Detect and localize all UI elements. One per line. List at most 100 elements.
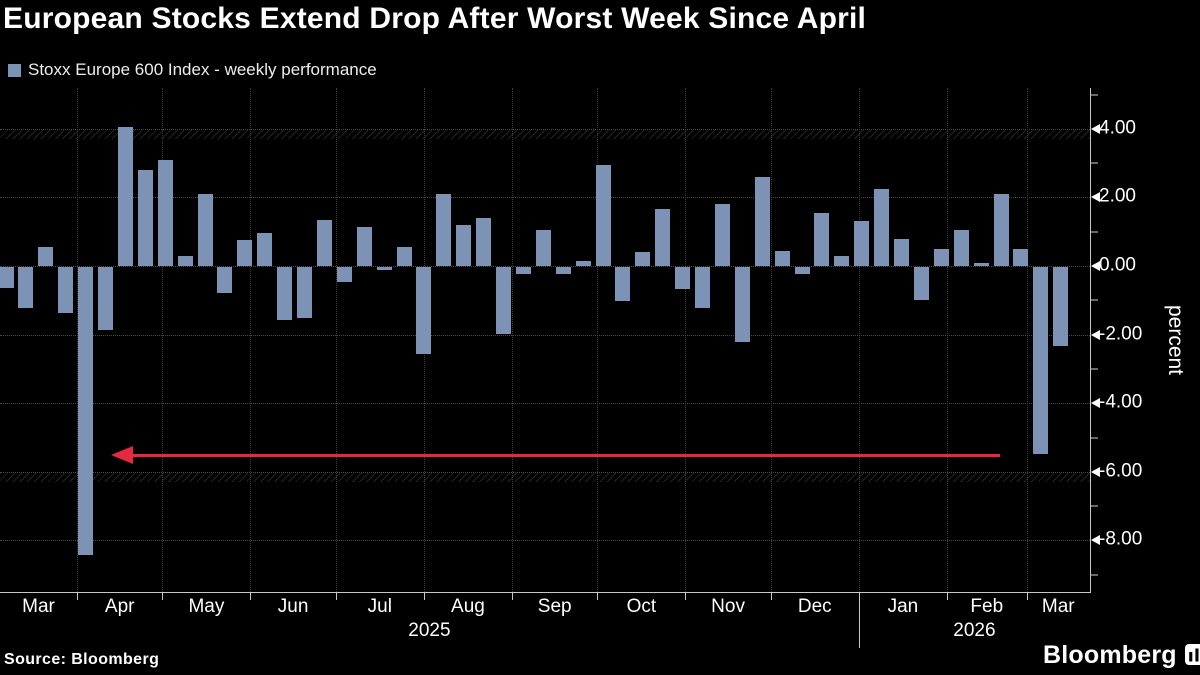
- weekly-performance-bar: [933, 248, 949, 266]
- x-axis-month-tick: [946, 593, 948, 600]
- weekly-performance-bar: [416, 267, 432, 355]
- x-axis-month-tick: [250, 593, 252, 600]
- v-gridline: [1026, 88, 1028, 592]
- weekly-performance-bar: [58, 267, 74, 314]
- weekly-performance-bar: [396, 247, 412, 266]
- h-gridline: [0, 471, 1090, 473]
- weekly-performance-bar: [356, 226, 372, 266]
- x-axis-month-tick: [77, 593, 79, 600]
- legend-label: Stoxx Europe 600 Index - weekly performa…: [28, 60, 377, 79]
- weekly-performance-bar: [496, 267, 511, 334]
- y-axis-major-tick-icon: [1091, 329, 1100, 340]
- weekly-performance-bar: [1013, 248, 1029, 266]
- weekly-performance-bar: [336, 267, 352, 283]
- weekly-performance-bar: [18, 267, 34, 309]
- bloomberg-brand: Bloomberg: [1043, 641, 1200, 670]
- x-axis-line: [0, 592, 1091, 593]
- x-axis-month-label: Jan: [887, 596, 919, 617]
- weekly-performance-bar: [38, 247, 54, 266]
- x-axis-month-tick: [335, 593, 337, 600]
- x-axis-year-label: 2026: [953, 620, 996, 641]
- x-axis-month-label: Jun: [277, 596, 309, 617]
- weekly-performance-bar: [695, 267, 710, 309]
- weekly-performance-bar: [754, 176, 770, 266]
- weekly-performance-bar: [117, 127, 133, 266]
- y-axis-minor-tick: [1091, 574, 1098, 576]
- weekly-performance-bar: [515, 267, 531, 274]
- weekly-performance-bar: [237, 240, 253, 266]
- y-axis-major-tick-icon: [1091, 466, 1100, 477]
- y-axis-tick-label: -6.00: [1099, 460, 1143, 482]
- y-axis-minor-tick: [1091, 505, 1098, 507]
- weekly-performance-bar: [555, 267, 571, 274]
- weekly-performance-bar: [655, 209, 671, 266]
- y-axis-line: [1090, 88, 1091, 593]
- weekly-performance-bar: [1053, 267, 1069, 346]
- hatch-band: [0, 472, 1090, 482]
- weekly-performance-bar: [177, 255, 193, 266]
- x-axis-month-label: Sep: [537, 596, 572, 617]
- weekly-performance-bar: [0, 267, 14, 288]
- weekly-performance-bar: [137, 169, 153, 266]
- x-axis-month-tick: [1026, 593, 1028, 600]
- x-axis-month-label: Aug: [451, 596, 485, 617]
- y-axis-minor-tick: [1091, 368, 1098, 370]
- y-axis-tick-label: 2.00: [1099, 185, 1136, 207]
- x-axis-month-label: Oct: [626, 596, 657, 617]
- weekly-performance-bar: [993, 193, 1009, 266]
- weekly-performance-bar: [197, 193, 213, 266]
- weekly-performance-bar: [894, 238, 909, 266]
- bloomberg-wordmark: Bloomberg: [1043, 641, 1177, 669]
- x-axis-month-label: Dec: [797, 596, 832, 617]
- weekly-performance-bar: [98, 267, 113, 331]
- y-axis-major-tick-icon: [1091, 261, 1100, 271]
- weekly-performance-bar: [217, 267, 233, 293]
- weekly-performance-bar: [157, 159, 173, 266]
- y-axis-major-tick-icon: [1091, 398, 1100, 409]
- h-gridline: [0, 197, 1090, 199]
- y-axis-minor-tick: [1091, 162, 1098, 164]
- x-axis-month-tick: [685, 593, 687, 600]
- weekly-performance-bar: [456, 224, 472, 266]
- bloomberg-terminal-icon: [1184, 643, 1200, 665]
- weekly-performance-bar: [476, 217, 492, 266]
- page-title: European Stocks Extend Drop After Worst …: [3, 2, 867, 35]
- h-gridline: [0, 334, 1090, 336]
- weekly-performance-bar: [834, 255, 850, 266]
- weekly-performance-bar: [714, 204, 730, 266]
- x-axis-month-tick: [597, 593, 599, 600]
- weekly-performance-bar: [874, 188, 890, 266]
- weekly-performance-bar: [675, 267, 691, 290]
- weekly-performance-bar: [78, 267, 94, 556]
- v-gridline: [685, 88, 687, 592]
- source-credit: Source: Bloomberg: [4, 651, 160, 668]
- x-axis-month-label: Nov: [711, 596, 745, 617]
- y-axis-minor-tick: [1091, 437, 1098, 438]
- weekly-performance-bar: [575, 260, 591, 266]
- x-axis-month-label: Mar: [22, 596, 55, 617]
- x-axis-month-label: Mar: [1041, 596, 1075, 617]
- weekly-performance-bar: [316, 219, 332, 266]
- weekly-performance-bar: [814, 212, 830, 266]
- annotation-arrow-line: [130, 453, 1000, 457]
- weekly-performance-bar: [794, 267, 810, 274]
- x-axis-month-label: Feb: [970, 596, 1004, 617]
- y-axis-tick-label: -2.00: [1099, 323, 1143, 345]
- weekly-performance-bar: [973, 262, 989, 266]
- legend: Stoxx Europe 600 Index - weekly performa…: [8, 60, 377, 80]
- bar-chart-plot-area: [0, 88, 1090, 592]
- y-axis-major-tick-icon: [1091, 535, 1100, 546]
- y-axis-major-tick-icon: [1091, 123, 1100, 134]
- x-axis-month-tick: [162, 593, 164, 600]
- x-axis-month-label: Jul: [367, 596, 392, 617]
- weekly-performance-bar: [953, 229, 969, 266]
- h-gridline: [0, 266, 1090, 267]
- annotation-arrowhead-icon: [111, 445, 133, 464]
- x-axis-month-label: Apr: [104, 596, 135, 617]
- hatch-band: [0, 129, 1090, 139]
- v-gridline: [858, 88, 860, 592]
- v-gridline: [335, 88, 337, 592]
- v-gridline: [597, 88, 599, 592]
- weekly-performance-bar: [854, 221, 870, 266]
